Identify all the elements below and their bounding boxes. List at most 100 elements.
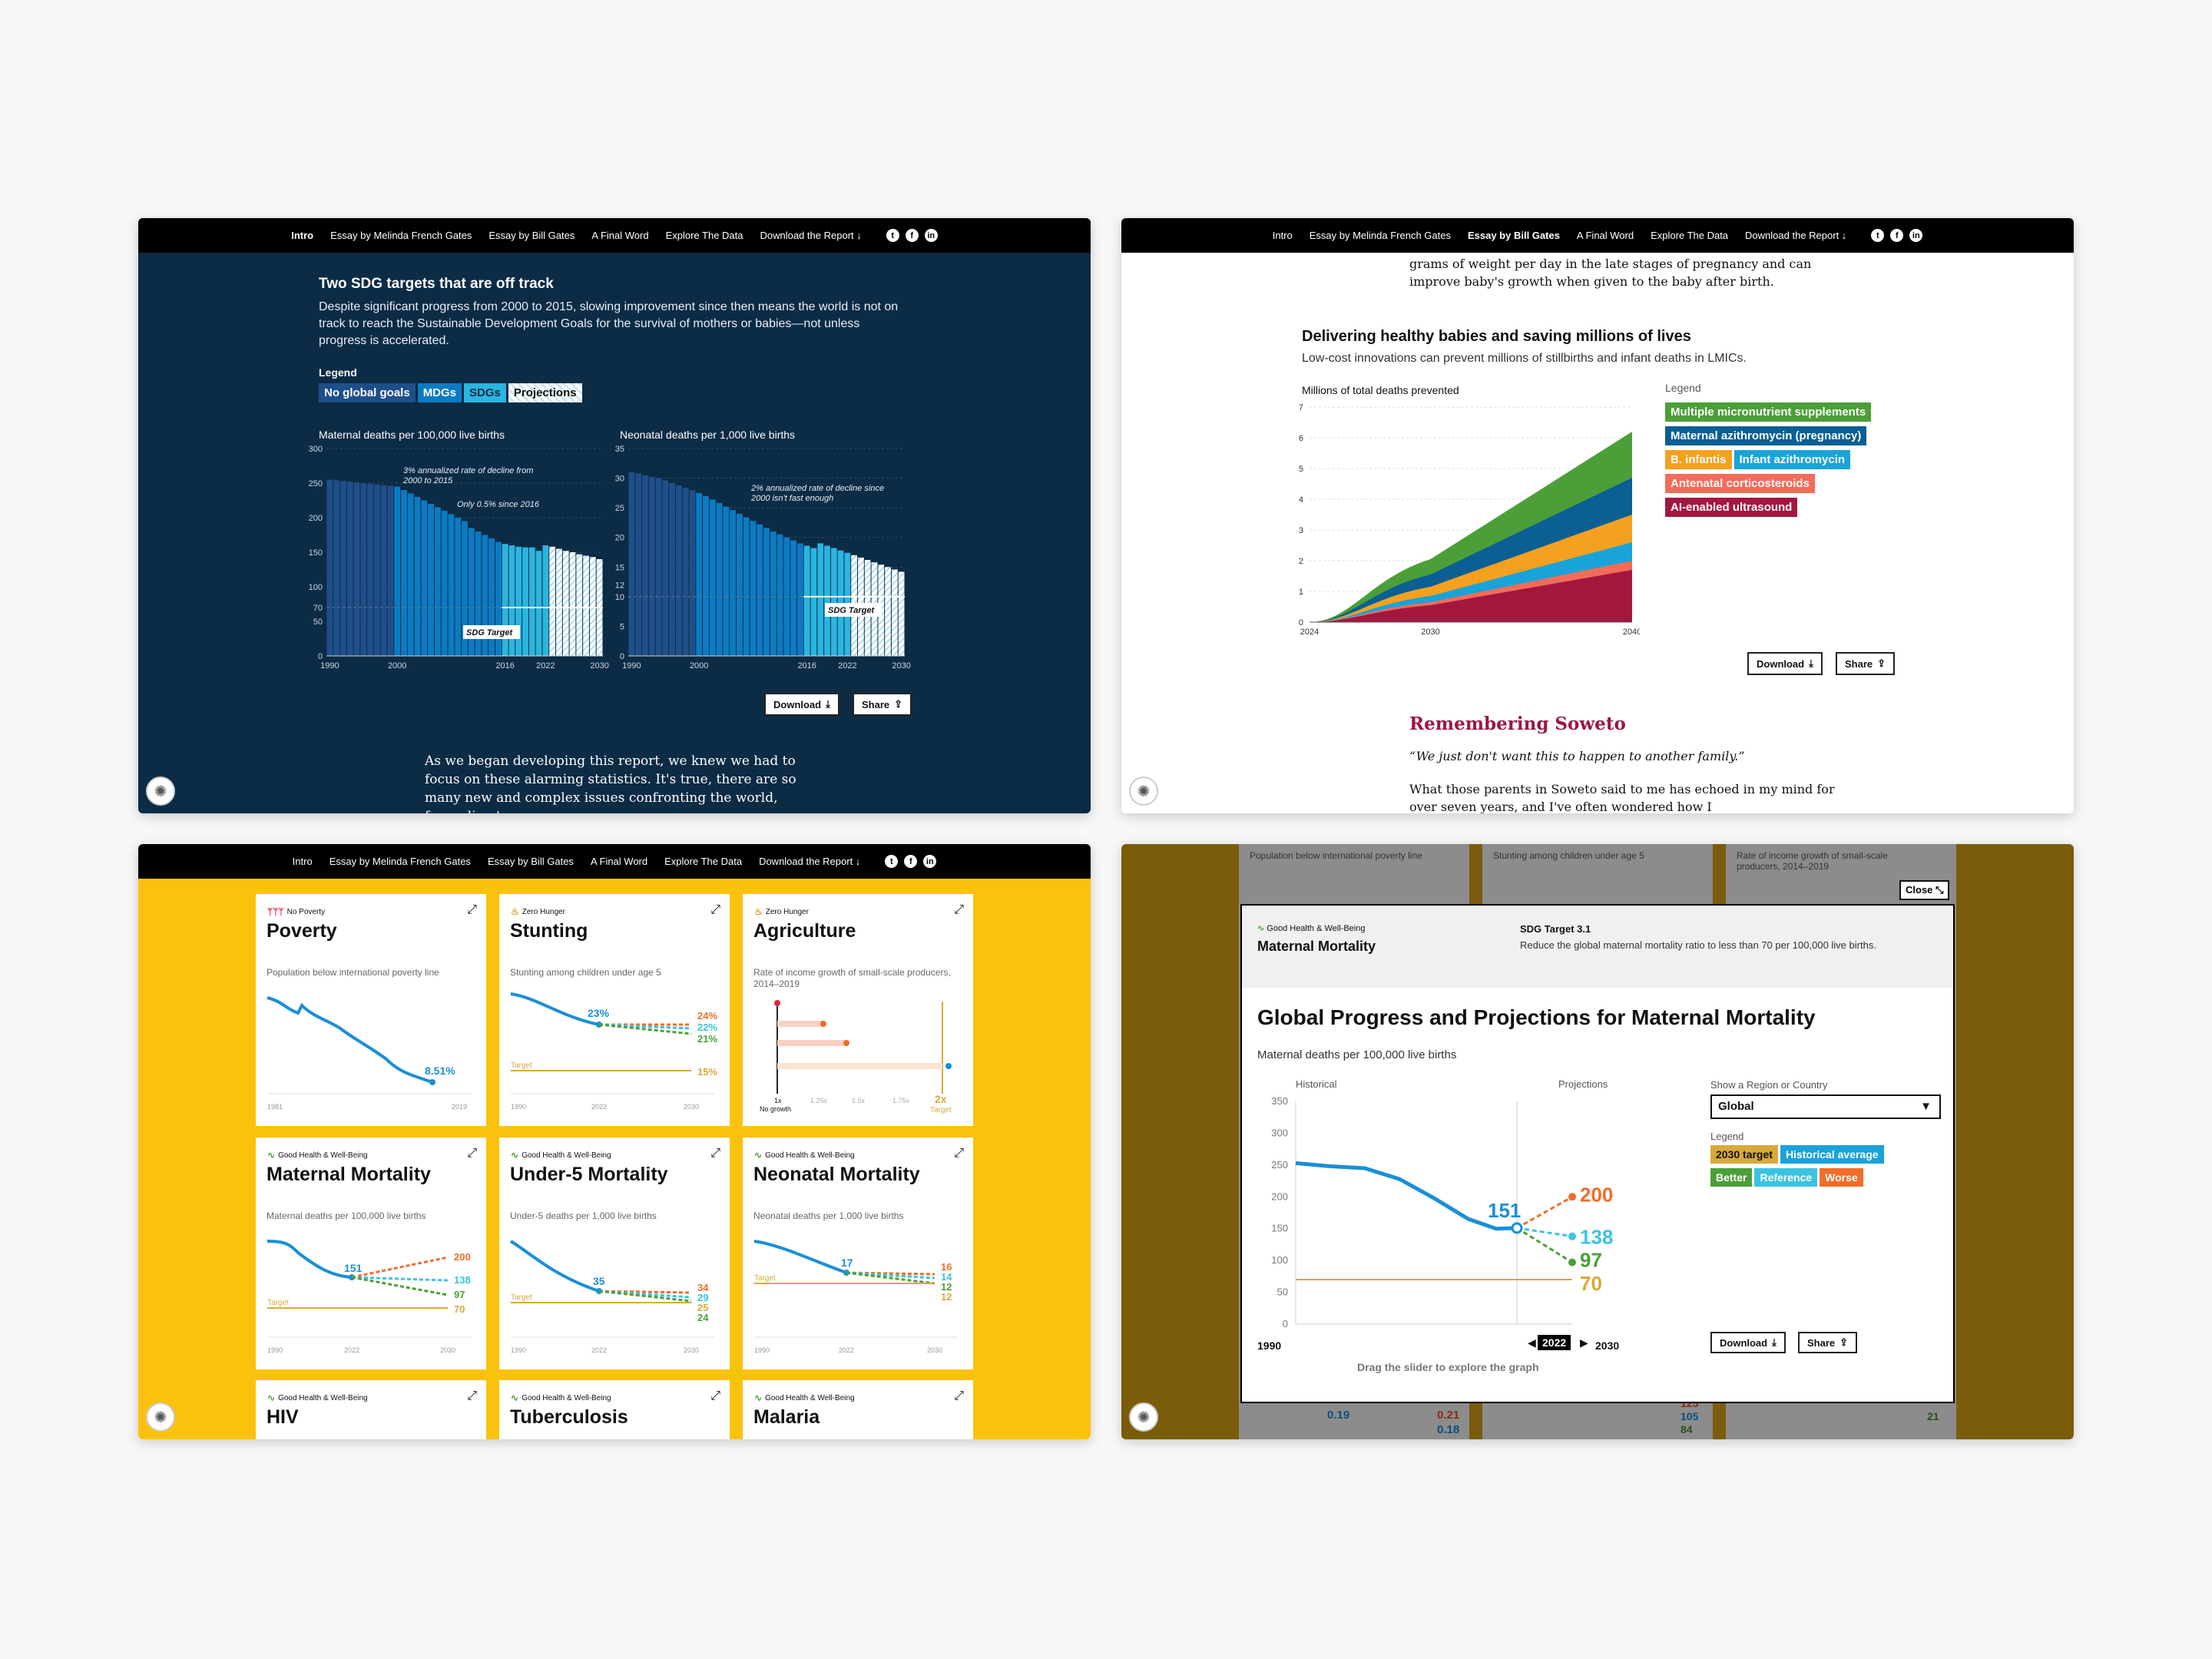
expand-icon[interactable]: ⤢ — [954, 903, 964, 916]
card-maternal-mortality[interactable]: ∿ Good Health & Well-Being Maternal Morta… — [256, 1137, 486, 1369]
facebook-icon[interactable]: f — [1890, 229, 1904, 242]
region-select[interactable]: Global ▼ — [1710, 1094, 1941, 1119]
bar — [373, 484, 380, 656]
card-agriculture[interactable]: ♨ Zero Hunger Agriculture ⤢ Rate of incom… — [743, 894, 973, 1126]
current-value: 151 — [1488, 1199, 1521, 1222]
cookie-settings-icon[interactable]: ✺ — [146, 777, 175, 806]
bar — [682, 487, 689, 656]
nav-intro[interactable]: Intro — [292, 856, 313, 867]
y-tick-label: 300 — [309, 445, 323, 454]
goal-text: Good Health & Well-Being — [278, 1393, 368, 1402]
bar — [898, 571, 905, 656]
share-button[interactable]: Share ⇪ — [853, 693, 912, 716]
y-tick-label: 4 — [1299, 495, 1303, 505]
expand-icon[interactable]: ⤢ — [954, 1389, 964, 1402]
expand-icon[interactable]: ⤢ — [710, 1147, 720, 1160]
expand-icon[interactable]: ⤢ — [467, 903, 477, 916]
card-under5-mortality[interactable]: ∿ Good Health & Well-Being Under-5 Mortal… — [499, 1137, 730, 1369]
cookie-settings-icon[interactable]: ✺ — [1129, 777, 1158, 806]
nav-final-word[interactable]: A Final Word — [1576, 230, 1634, 241]
facebook-icon[interactable]: f — [904, 855, 918, 868]
nav-essay-bill[interactable]: Essay by Bill Gates — [487, 856, 574, 867]
linkedin-icon[interactable]: in — [923, 855, 937, 868]
nav-explore[interactable]: Explore The Data — [665, 230, 743, 241]
bar — [635, 473, 642, 656]
card-tuberculosis[interactable]: ∿ Good Health & Well-Being Tuberculosis ⤢ — [499, 1380, 730, 1439]
close-button[interactable]: Close ⤡ — [1899, 880, 1950, 900]
nav-download-report[interactable]: Download the Report ↓ — [1745, 230, 1847, 241]
nav-explore[interactable]: Explore The Data — [664, 856, 743, 867]
cookie-settings-icon[interactable]: ✺ — [146, 1402, 175, 1432]
y-tick-label: 100 — [1271, 1254, 1288, 1266]
expand-icon[interactable]: ⤢ — [710, 1389, 720, 1402]
x-start: 1990 — [1257, 1339, 1282, 1352]
share-button[interactable]: Share ⇪ — [1798, 1332, 1858, 1353]
linkedin-icon[interactable]: in — [924, 229, 938, 242]
download-button[interactable]: Download ⤓ — [764, 693, 839, 716]
nav-final-word[interactable]: A Final Word — [590, 856, 648, 867]
download-icon: ⤓ — [1809, 657, 1813, 669]
card-neonatal-mortality[interactable]: ∿ Good Health & Well-Being Neonatal Morta… — [743, 1137, 973, 1369]
slider-next-icon[interactable]: ▶ — [1580, 1336, 1588, 1349]
bg-caption: Rate of income growth of small-scale pro… — [1737, 850, 1888, 872]
y-tick-label: 200 — [309, 514, 323, 523]
x-tick-label: 2024 — [1300, 628, 1319, 637]
twitter-icon[interactable]: t — [886, 229, 899, 242]
nav-essay-melinda[interactable]: Essay by Melinda French Gates — [329, 856, 471, 867]
download-button[interactable]: Download ⤓ — [1747, 652, 1823, 675]
nav-intro[interactable]: Intro — [291, 230, 314, 241]
legend-historical: Historical average — [1780, 1145, 1884, 1164]
historical-label: Historical — [1296, 1078, 1337, 1090]
bar — [428, 504, 434, 656]
nav-intro[interactable]: Intro — [1272, 230, 1293, 241]
cookie-settings-icon[interactable]: ✺ — [1129, 1402, 1158, 1432]
bar — [542, 545, 549, 656]
bar — [414, 497, 421, 656]
y-tick-label: 250 — [309, 479, 323, 488]
nav-essay-bill[interactable]: Essay by Bill Gates — [1467, 230, 1560, 241]
year-slider[interactable]: 2022 — [1538, 1335, 1571, 1350]
legend: No global goals MDGs SDGs Projections — [319, 383, 584, 402]
bar — [367, 483, 373, 656]
goal-label: ∿ Good Health & Well-Being — [754, 1150, 855, 1161]
tick-1-5x: 1.5x — [852, 1097, 866, 1104]
legend-ultrasound: AI-enabled ultrasound — [1665, 498, 1798, 517]
expand-icon[interactable]: ⤢ — [954, 1147, 964, 1160]
download-label: Download — [773, 698, 822, 710]
nav-explore[interactable]: Explore The Data — [1651, 230, 1729, 241]
download-icon: ⤓ — [1772, 1336, 1777, 1348]
no-poverty-icon: ᛘᛘᛘ — [267, 906, 284, 917]
chart-title-neonatal: Neonatal deaths per 1,000 live births — [620, 429, 796, 441]
download-button[interactable]: Download ⤓ — [1710, 1332, 1786, 1353]
twitter-icon[interactable]: t — [1871, 229, 1885, 242]
nav-essay-melinda[interactable]: Essay by Melinda French Gates — [330, 230, 472, 241]
y-tick-label: 20 — [615, 534, 624, 543]
slider-prev-icon[interactable]: ◀ — [1528, 1336, 1536, 1349]
share-button[interactable]: Share ⇪ — [1836, 652, 1896, 675]
goal-text: Zero Hunger — [765, 907, 809, 916]
projection-line — [1516, 1227, 1573, 1238]
bar — [803, 545, 810, 656]
nav-download-report[interactable]: Download the Report ↓ — [760, 230, 862, 241]
card-stunting[interactable]: ♨ Zero Hunger Stunting ⤢ Stunting among c… — [499, 894, 730, 1126]
legend-projections: Projections — [508, 383, 582, 402]
twitter-icon[interactable]: t — [885, 855, 899, 868]
facebook-icon[interactable]: f — [905, 229, 919, 242]
nav-essay-melinda[interactable]: Essay by Melinda French Gates — [1309, 230, 1451, 241]
expand-icon[interactable]: ⤢ — [467, 1147, 477, 1160]
y-tick-label: 150 — [1271, 1223, 1288, 1234]
target-value: 25 — [697, 1302, 708, 1313]
nav-final-word[interactable]: A Final Word — [591, 230, 649, 241]
bar — [488, 538, 495, 656]
expand-icon[interactable]: ⤢ — [710, 903, 720, 916]
y-tick-label: 0 — [1283, 1318, 1288, 1330]
card-hiv[interactable]: ∿ Good Health & Well-Being HIV ⤢ — [256, 1380, 486, 1439]
bg-caption: Population below international poverty l… — [1250, 850, 1422, 861]
card-poverty[interactable]: ᛘᛘᛘ No Poverty Poverty ⤢ Population below… — [256, 894, 486, 1126]
nav-essay-bill[interactable]: Essay by Bill Gates — [488, 230, 575, 241]
linkedin-icon[interactable]: in — [1909, 229, 1923, 242]
nav-download-report[interactable]: Download the Report ↓ — [759, 856, 861, 867]
expand-icon[interactable]: ⤢ — [467, 1389, 477, 1402]
card-malaria[interactable]: ∿ Good Health & Well-Being Malaria ⤢ — [743, 1380, 973, 1439]
panel-essay-bill: Intro Essay by Melinda French Gates Essa… — [1121, 218, 2074, 813]
